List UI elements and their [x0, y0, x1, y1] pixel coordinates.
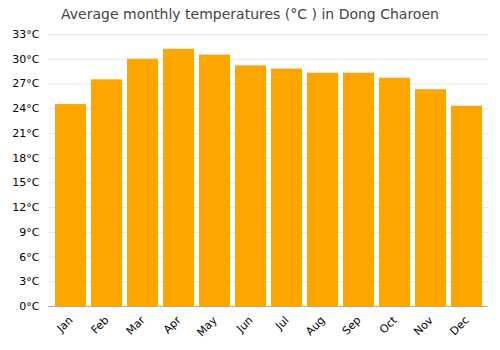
svg-text:Feb: Feb: [89, 314, 112, 337]
svg-text:30°C: 30°C: [12, 53, 39, 66]
svg-text:Oct: Oct: [377, 313, 400, 336]
svg-text:Jun: Jun: [234, 314, 256, 336]
svg-text:6°C: 6°C: [19, 251, 39, 264]
svg-text:May: May: [194, 313, 220, 339]
svg-text:Apr: Apr: [161, 313, 184, 336]
svg-text:3°C: 3°C: [19, 275, 39, 288]
svg-text:9°C: 9°C: [19, 226, 39, 239]
html-text:Average monthly temperatures (: Average monthly temperatures (°C ) in Do…: [61, 6, 439, 22]
svg-text:24°C: 24°C: [12, 102, 39, 115]
svg-text:Aug: Aug: [303, 314, 327, 338]
svg-text:Nov: Nov: [411, 313, 436, 338]
svg-text:0°C: 0°C: [19, 300, 39, 313]
svg-text:12°C: 12°C: [12, 201, 39, 214]
svg-text:21°C: 21°C: [12, 127, 39, 140]
svg-text:27°C: 27°C: [12, 77, 39, 90]
svg-text:Jul: Jul: [272, 314, 291, 333]
svg-text:33°C: 33°C: [12, 28, 39, 41]
svg-text:Sep: Sep: [340, 314, 364, 338]
svg-text:Jan: Jan: [54, 314, 76, 336]
svg-text:15°C: 15°C: [12, 176, 39, 189]
svg-text:18°C: 18°C: [12, 152, 39, 165]
svg-text:Mar: Mar: [124, 313, 148, 337]
svg-text:Dec: Dec: [447, 314, 471, 338]
